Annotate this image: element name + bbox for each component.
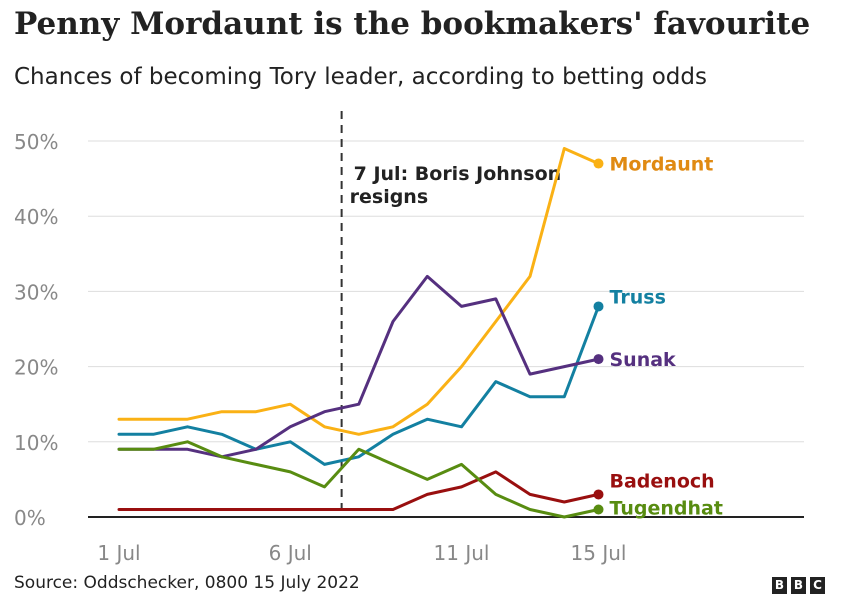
x-tick-label: 6 Jul: [269, 541, 312, 565]
series-endpoint-tugendhat: [593, 504, 604, 515]
y-axis-ticks: 0% 10% 20% 30% 40% 50%: [14, 130, 58, 530]
series-endpoint-sunak: [593, 354, 604, 365]
source-note: Source: Oddschecker, 0800 15 July 2022: [14, 573, 360, 593]
series-label-truss: Truss: [610, 286, 666, 308]
x-tick-label: 11 Jul: [434, 541, 490, 565]
annotation-text: resigns: [350, 186, 429, 208]
series-line-tugendhat: [117, 440, 600, 519]
series-line-sunak: [117, 274, 600, 459]
series-endpoint-badenoch: [593, 489, 604, 500]
x-tick-label: 15 Jul: [571, 541, 627, 565]
series-label-badenoch: Badenoch: [610, 470, 715, 492]
chart-subtitle: Chances of becoming Tory leader, accordi…: [14, 64, 707, 90]
x-axis-ticks: 1 Jul 6 Jul 11 Jul 15 Jul: [97, 541, 626, 565]
series-line-truss: [117, 304, 600, 466]
series-label-tugendhat: Tugendhat: [610, 497, 723, 519]
gridlines: [88, 140, 804, 518]
y-tick-label: 0%: [14, 506, 46, 530]
bbc-logo: B B C: [772, 577, 825, 594]
series-label-mordaunt: Mordaunt: [610, 154, 714, 176]
chart-title: Penny Mordaunt is the bookmakers' favour…: [14, 6, 811, 42]
y-tick-label: 10%: [14, 431, 58, 455]
series-labels: Mordaunt Truss Sunak Badenoch Tugendhat: [610, 154, 723, 520]
series-line-mordaunt: [117, 147, 600, 436]
series-label-sunak: Sunak: [610, 349, 677, 371]
series-endpoint-truss: [593, 301, 604, 312]
y-tick-label: 30%: [14, 280, 58, 304]
logo-letter: C: [810, 577, 825, 594]
series-lines: [117, 147, 604, 519]
y-tick-label: 50%: [14, 130, 58, 154]
series-endpoint-mordaunt: [593, 158, 604, 169]
y-tick-label: 40%: [14, 205, 58, 229]
logo-letter: B: [772, 577, 787, 594]
series-line-badenoch: [117, 470, 600, 511]
logo-letter: B: [791, 577, 806, 594]
y-tick-label: 20%: [14, 356, 58, 380]
annotation-text: 7 Jul: Boris Johnson: [354, 163, 562, 185]
x-tick-label: 1 Jul: [97, 541, 140, 565]
